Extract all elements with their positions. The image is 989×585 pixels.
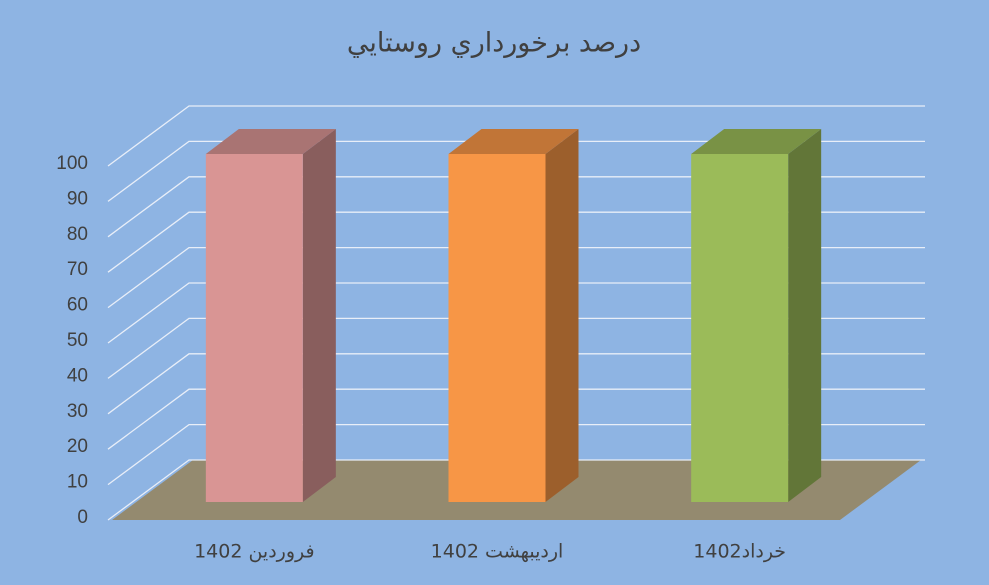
y-tick-label: 40 — [67, 365, 88, 386]
y-tick-label: 30 — [67, 401, 88, 422]
bar — [205, 154, 303, 502]
bar-top — [448, 129, 579, 154]
grid-line — [107, 282, 925, 344]
grid-line — [107, 459, 925, 521]
y-tick-label: 100 — [56, 153, 88, 174]
bar-top — [205, 129, 336, 154]
x-tick-label: خرداد1402 — [693, 541, 786, 563]
grid-line — [107, 211, 925, 273]
y-tick-label: 0 — [77, 507, 88, 528]
grid-line — [107, 353, 925, 415]
y-tick-label: 20 — [67, 436, 88, 457]
y-tick-label: 50 — [67, 330, 88, 351]
grid-line — [107, 105, 925, 167]
bar-side — [545, 129, 579, 502]
bar — [448, 154, 546, 502]
bar-side — [788, 129, 822, 502]
bar — [691, 154, 789, 502]
grid-line — [107, 423, 925, 486]
bar-top — [691, 129, 822, 154]
grid-line — [107, 388, 925, 450]
bar-side — [302, 129, 336, 502]
y-tick-label: 90 — [67, 188, 88, 209]
y-tick-label: 80 — [67, 224, 88, 245]
grid-line — [107, 140, 925, 202]
grid-line — [107, 317, 925, 379]
y-tick-label: 70 — [67, 259, 88, 280]
x-tick-label: ارديبهشت 1402 — [431, 541, 564, 563]
y-tick-label: 60 — [67, 295, 88, 316]
chart-title: درصد برخورداري روستايي — [347, 28, 641, 59]
grid-line — [107, 246, 925, 309]
grid-line — [107, 176, 925, 238]
y-tick-label: 10 — [67, 472, 88, 493]
x-tick-label: فروردين 1402 — [194, 541, 315, 563]
